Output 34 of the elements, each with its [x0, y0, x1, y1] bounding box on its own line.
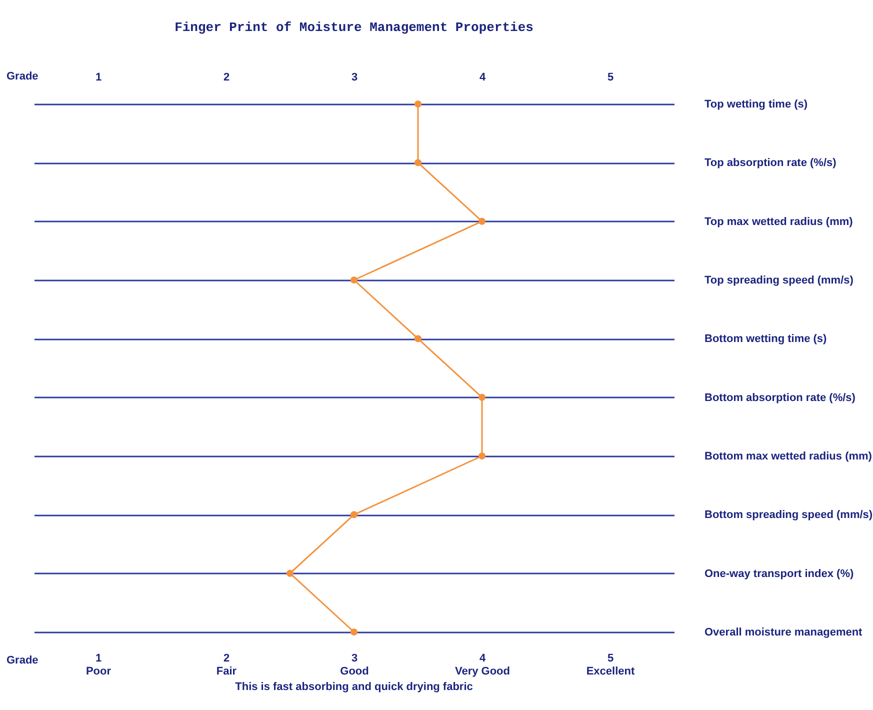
x2-tick-label: 3 [351, 72, 358, 84]
point [286, 570, 294, 577]
point [350, 276, 358, 284]
x-tick-label: 1 Poor [86, 652, 112, 678]
text: This is fast absorbing and quick drying fabric [235, 681, 473, 693]
y-tick-label: Bottom max wetted radius (mm) [704, 450, 872, 462]
point [478, 218, 486, 225]
chart-title: Finger Print of Moisture Management Properties [174, 20, 534, 35]
point [414, 159, 422, 166]
x-tick-label: 2 Fair [216, 652, 238, 678]
y-tick-label: Bottom spreading speed (mm/s) [704, 509, 873, 522]
y-tick-label: Overall moisture management [704, 626, 863, 638]
y-tick-label: Top wetting time (s) [704, 98, 808, 110]
y-tick-label: Bottom wetting time (s) [704, 333, 828, 346]
x2-axis-title: Grade [6, 70, 38, 82]
point [414, 100, 422, 108]
x2-tick-label: 4 [479, 72, 486, 84]
point [350, 628, 358, 636]
x2-tick-label: 5 [607, 72, 614, 84]
x-tick-label: 3 Good [340, 652, 369, 678]
y-tick-label: Bottom absorption rate (%/s) [704, 392, 856, 404]
x-axis-title: Grade [6, 654, 38, 666]
point [414, 335, 422, 342]
point [478, 394, 486, 401]
y-tick-label: Top spreading speed (mm/s) [704, 274, 854, 286]
y-tick-label: One-way transport index (%) [704, 568, 854, 580]
point [350, 511, 358, 518]
y-tick-label: Top absorption rate (%/s) [704, 157, 837, 170]
x-tick-label: 4 Very Good [454, 652, 510, 678]
point [478, 452, 486, 460]
x2-tick-label: 2 [223, 72, 230, 84]
y-tick-label: Top max wetted radius (mm) [704, 216, 854, 228]
x2-tick-label: 1 [95, 72, 102, 84]
x-tick-label: 5 Excellent [586, 652, 635, 678]
